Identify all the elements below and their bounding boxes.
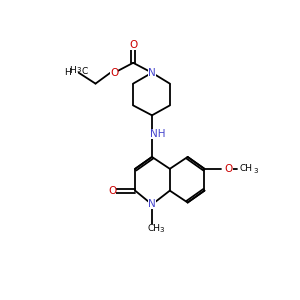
Text: O: O bbox=[129, 40, 137, 50]
Text: H: H bbox=[64, 68, 71, 77]
Text: CH: CH bbox=[239, 164, 252, 173]
Text: 3: 3 bbox=[160, 227, 164, 233]
Text: 3: 3 bbox=[76, 67, 81, 73]
Text: 3: 3 bbox=[253, 168, 257, 174]
Text: O: O bbox=[110, 68, 118, 78]
Text: CH: CH bbox=[148, 224, 160, 233]
Text: O: O bbox=[224, 164, 232, 174]
Text: C: C bbox=[82, 67, 88, 76]
Text: N: N bbox=[148, 68, 156, 78]
Text: N: N bbox=[148, 200, 156, 209]
Text: H: H bbox=[69, 66, 76, 75]
Text: NH: NH bbox=[150, 129, 166, 139]
Text: O: O bbox=[108, 186, 116, 196]
